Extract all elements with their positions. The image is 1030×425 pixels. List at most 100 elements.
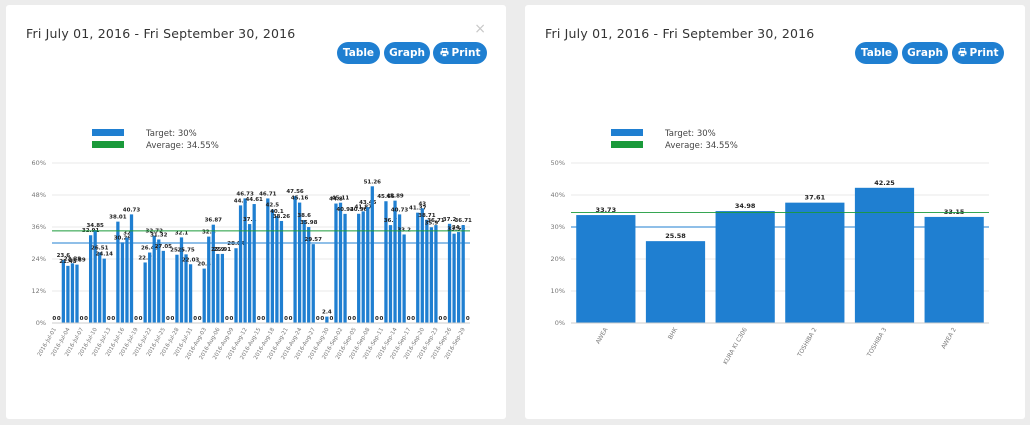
data-label: 0 [80,316,84,322]
data-label: 25.75 [177,247,195,253]
data-label: 40.92 [336,207,354,213]
table-button[interactable]: Table [855,42,898,64]
panel-title: Fri July 01, 2016 - Fri September 30, 20… [545,26,815,41]
bar [143,262,147,323]
data-label: 43.45 [359,200,377,206]
data-label: 21.89 [68,258,86,264]
bar [238,205,243,323]
bar [184,254,188,323]
data-label: 0 [289,316,293,322]
close-button[interactable]: × [474,21,486,37]
data-label: 36.7 [384,218,398,224]
data-label: 44.8 [329,197,343,203]
print-button[interactable]: Print [952,42,1004,64]
chart: Target: 30% Average: 34.55% 0% 12% 24% 36% 48%… [32,129,472,361]
legend-swatch [92,141,124,148]
bar [98,252,102,323]
data-label: 33.73 [596,206,617,214]
data-label: 33.15 [944,208,965,216]
data-label: 29.57 [305,237,323,243]
bar [120,242,125,323]
data-label: 38.71 [418,213,436,219]
x-tick-label: TOSHIBA 3 [865,326,888,359]
chart: Target: 30% Average: 34.55% 0% 10% 20% 30% 40%… [551,129,989,366]
panel-title: Fri July 01, 2016 - Fri September 30, 20… [26,26,296,41]
data-label: 43 [418,201,426,207]
y-tick-label: 30% [551,223,565,231]
bar [366,207,370,323]
data-label: 0 [466,316,470,322]
bar [388,225,393,323]
bar [148,252,152,323]
data-label: 32.72 [146,229,164,235]
bar [270,209,274,323]
bar [425,219,429,323]
graph-button[interactable]: Graph [384,42,430,64]
data-label: 32.1 [175,230,189,236]
bar [93,230,97,323]
data-label: 46.71 [259,191,277,197]
data-label: 0 [257,316,261,322]
data-label: 0 [320,316,324,322]
data-label: 42.5 [266,203,280,209]
data-label: 36.71 [454,218,472,224]
y-tick-label: 48% [32,191,46,199]
data-label: 0 [166,316,170,322]
legend-swatch [92,129,124,136]
bar [361,211,365,323]
panel: Target: 30% Average: 34.55% 0% 10% 20% 30% 40%… [525,5,1025,419]
graph-button[interactable]: Graph [902,42,948,64]
bar [216,253,220,323]
bar [125,237,129,323]
data-label: 35.9 [425,220,439,226]
data-label: 0 [230,316,234,322]
bar [234,248,238,323]
data-label: 40.73 [123,207,141,213]
print-button[interactable]: Print [433,42,487,64]
bar [715,211,775,323]
y-tick-label: 10% [551,287,565,295]
data-label: 25.58 [665,232,686,240]
data-label: 38.26 [273,214,291,220]
bar [157,239,161,323]
x-tick-label: AWEA 2 [940,326,958,350]
legend-label: Average: 34.55% [665,141,738,151]
data-label: 22.03 [182,257,200,263]
bar [420,208,424,323]
data-label: 45.66 [377,194,395,200]
data-label: 38.01 [109,215,127,221]
data-label: 0 [111,316,115,322]
data-label: 36.87 [205,218,223,224]
bar [461,225,465,323]
bar [645,241,706,323]
bar [576,215,636,323]
y-tick-label: 60% [32,159,46,167]
data-label: 25.6 [170,248,184,254]
data-label: 27.05 [155,244,173,250]
print-icon [439,48,449,57]
data-label: 0 [52,316,56,322]
bar [279,220,284,323]
data-label: 25.91 [214,247,232,253]
bar [785,202,845,323]
data-label: 20.4 [197,262,211,268]
data-label: 22.38 [64,256,82,262]
bar [188,264,193,323]
data-label: 0 [352,316,356,322]
data-label: 26.51 [91,245,109,251]
bar [302,220,306,323]
bar [66,265,70,323]
bar [220,253,225,323]
table-button[interactable]: Table [337,42,380,64]
data-label: 36.71 [427,218,445,224]
bar [207,236,211,323]
print-label: Print [969,47,999,59]
data-label: 45.89 [386,194,404,200]
x-tick-label: AWEA [595,326,610,346]
data-label: 40.96 [350,207,368,213]
data-label: 0 [107,316,111,322]
bar [75,264,79,323]
data-label: 0 [443,316,447,322]
data-label: 37.1 [243,217,257,223]
